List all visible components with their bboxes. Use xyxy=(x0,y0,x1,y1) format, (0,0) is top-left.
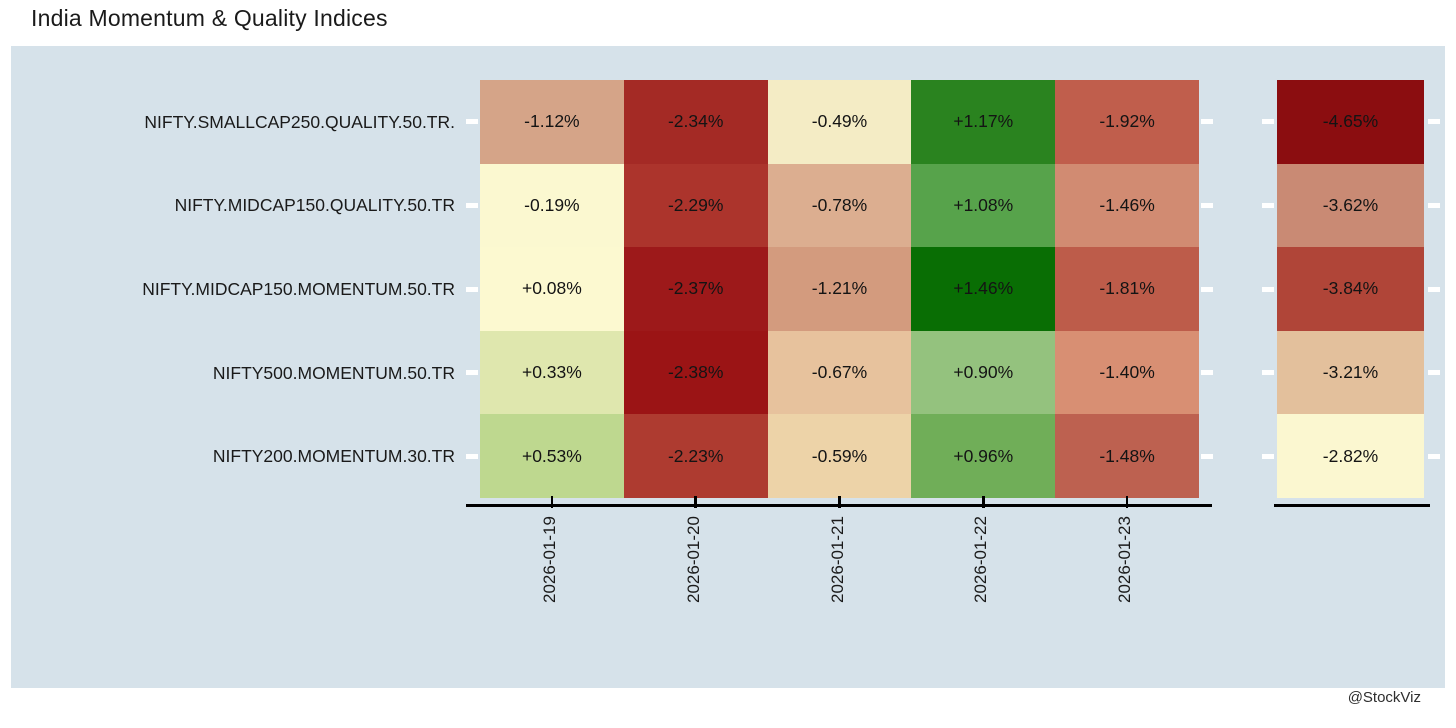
chart-title: India Momentum & Quality Indices xyxy=(31,5,388,31)
x-axis-tick xyxy=(982,496,985,508)
row-tick xyxy=(1201,370,1213,376)
chart-panel: NIFTY.SMALLCAP250.QUALITY.50.TR. NIFTY.MI… xyxy=(11,46,1445,688)
totals-cell: -3.84% xyxy=(1277,247,1424,331)
heatmap-cell: -2.38% xyxy=(623,330,768,415)
heatmap-cell: -1.92% xyxy=(1055,80,1199,164)
row-label: NIFTY.SMALLCAP250.QUALITY.50.TR. xyxy=(144,111,455,132)
row-tick xyxy=(466,370,478,376)
row-tick xyxy=(466,119,478,125)
row-tick xyxy=(1201,453,1213,459)
totals-cell: -3.62% xyxy=(1277,163,1424,248)
totals-cell: -2.82% xyxy=(1277,414,1424,498)
x-axis-date-label: 2026-01-22 xyxy=(971,516,991,603)
row-tick xyxy=(1201,202,1213,208)
x-axis-date-label: 2026-01-19 xyxy=(539,516,559,603)
row-tick xyxy=(466,453,478,459)
totals-cell: -4.65% xyxy=(1277,80,1424,164)
row-tick xyxy=(1201,119,1213,125)
row-tick xyxy=(1428,202,1440,208)
heatmap-cell: -1.40% xyxy=(1055,330,1199,415)
x-axis-date-label: 2026-01-20 xyxy=(683,516,703,603)
totals-cell: -3.21% xyxy=(1277,330,1424,415)
heatmap-cell: +0.33% xyxy=(480,330,624,415)
row-tick xyxy=(1428,286,1440,292)
heatmap-cell: +0.08% xyxy=(480,247,624,331)
heatmap-cell: +0.96% xyxy=(911,414,1056,498)
row-tick xyxy=(1201,286,1213,292)
x-axis-tick xyxy=(694,496,697,508)
heatmap-cell: +1.08% xyxy=(911,163,1056,248)
row-tick xyxy=(1428,370,1440,376)
row-label: NIFTY.MIDCAP150.MOMENTUM.50.TR xyxy=(142,279,455,299)
x-axis-tick xyxy=(1125,496,1129,508)
heatmap-cell: -2.37% xyxy=(623,247,768,331)
row-label: NIFTY500.MOMENTUM.50.TR xyxy=(212,362,455,383)
heatmap-cell: +1.17% xyxy=(911,80,1056,164)
row-label: NIFTY200.MOMENTUM.30.TR xyxy=(212,446,455,467)
heatmap-cell: +0.90% xyxy=(911,330,1056,415)
totals-column: -4.65% -3.62% -3.84% -3.21% -2.82% xyxy=(1277,80,1424,498)
heatmap-cell: -1.81% xyxy=(1055,247,1199,331)
row-tick xyxy=(1428,453,1440,459)
x-axis-totals xyxy=(1274,504,1430,507)
heatmap-grid: -1.12% -2.34% -0.49% +1.17% -1.92% -0.19% -2.2… xyxy=(480,80,1199,498)
heatmap-cell: -2.29% xyxy=(623,163,768,248)
row-tick xyxy=(1262,286,1274,292)
heatmap-cell: -0.49% xyxy=(767,80,912,164)
heatmap-cell: -1.12% xyxy=(480,80,624,164)
heatmap-cell: -2.23% xyxy=(623,414,768,498)
row-tick xyxy=(466,202,478,208)
heatmap-cell: -0.67% xyxy=(767,330,912,415)
heatmap-cell: -1.48% xyxy=(1055,414,1199,498)
row-tick xyxy=(466,286,478,292)
x-axis-date-label: 2026-01-21 xyxy=(827,516,847,603)
heatmap-cell: -0.78% xyxy=(767,163,912,248)
x-axis-date-label: 2026-01-23 xyxy=(1115,516,1135,603)
heatmap-cell: -1.46% xyxy=(1055,163,1199,248)
x-axis-tick xyxy=(838,496,841,508)
heatmap-cell: -2.34% xyxy=(623,80,768,164)
row-tick xyxy=(1428,119,1440,125)
heatmap-cell: +1.46% xyxy=(911,247,1056,331)
heatmap-cell: -0.19% xyxy=(480,163,624,248)
row-tick xyxy=(1262,202,1274,208)
watermark: @StockViz xyxy=(1347,689,1421,706)
heatmap-cell: -1.21% xyxy=(767,247,912,331)
row-tick xyxy=(1262,119,1274,125)
heatmap-cell: -0.59% xyxy=(767,414,912,498)
x-axis-tick xyxy=(550,496,554,508)
row-tick xyxy=(1262,370,1274,376)
heatmap-cell: +0.53% xyxy=(480,414,624,498)
row-tick xyxy=(1262,453,1274,459)
row-label: NIFTY.MIDCAP150.QUALITY.50.TR xyxy=(174,195,455,216)
